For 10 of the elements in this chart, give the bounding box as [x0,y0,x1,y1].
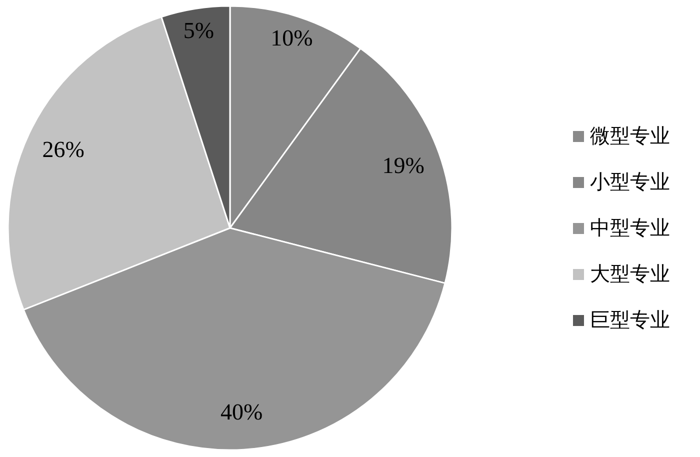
data-label: 5% [183,18,214,44]
data-label: 10% [270,25,313,50]
data-label: 19% [382,153,424,178]
legend-label: 大型专业 [590,264,670,286]
data-label: 26% [42,137,84,162]
data-label: 40% [220,399,263,424]
legend-label: 巨型专业 [590,310,670,332]
legend-label: 小型专业 [590,172,670,194]
legend-label: 微型专业 [590,126,670,148]
legend-label: 中型专业 [590,218,670,240]
